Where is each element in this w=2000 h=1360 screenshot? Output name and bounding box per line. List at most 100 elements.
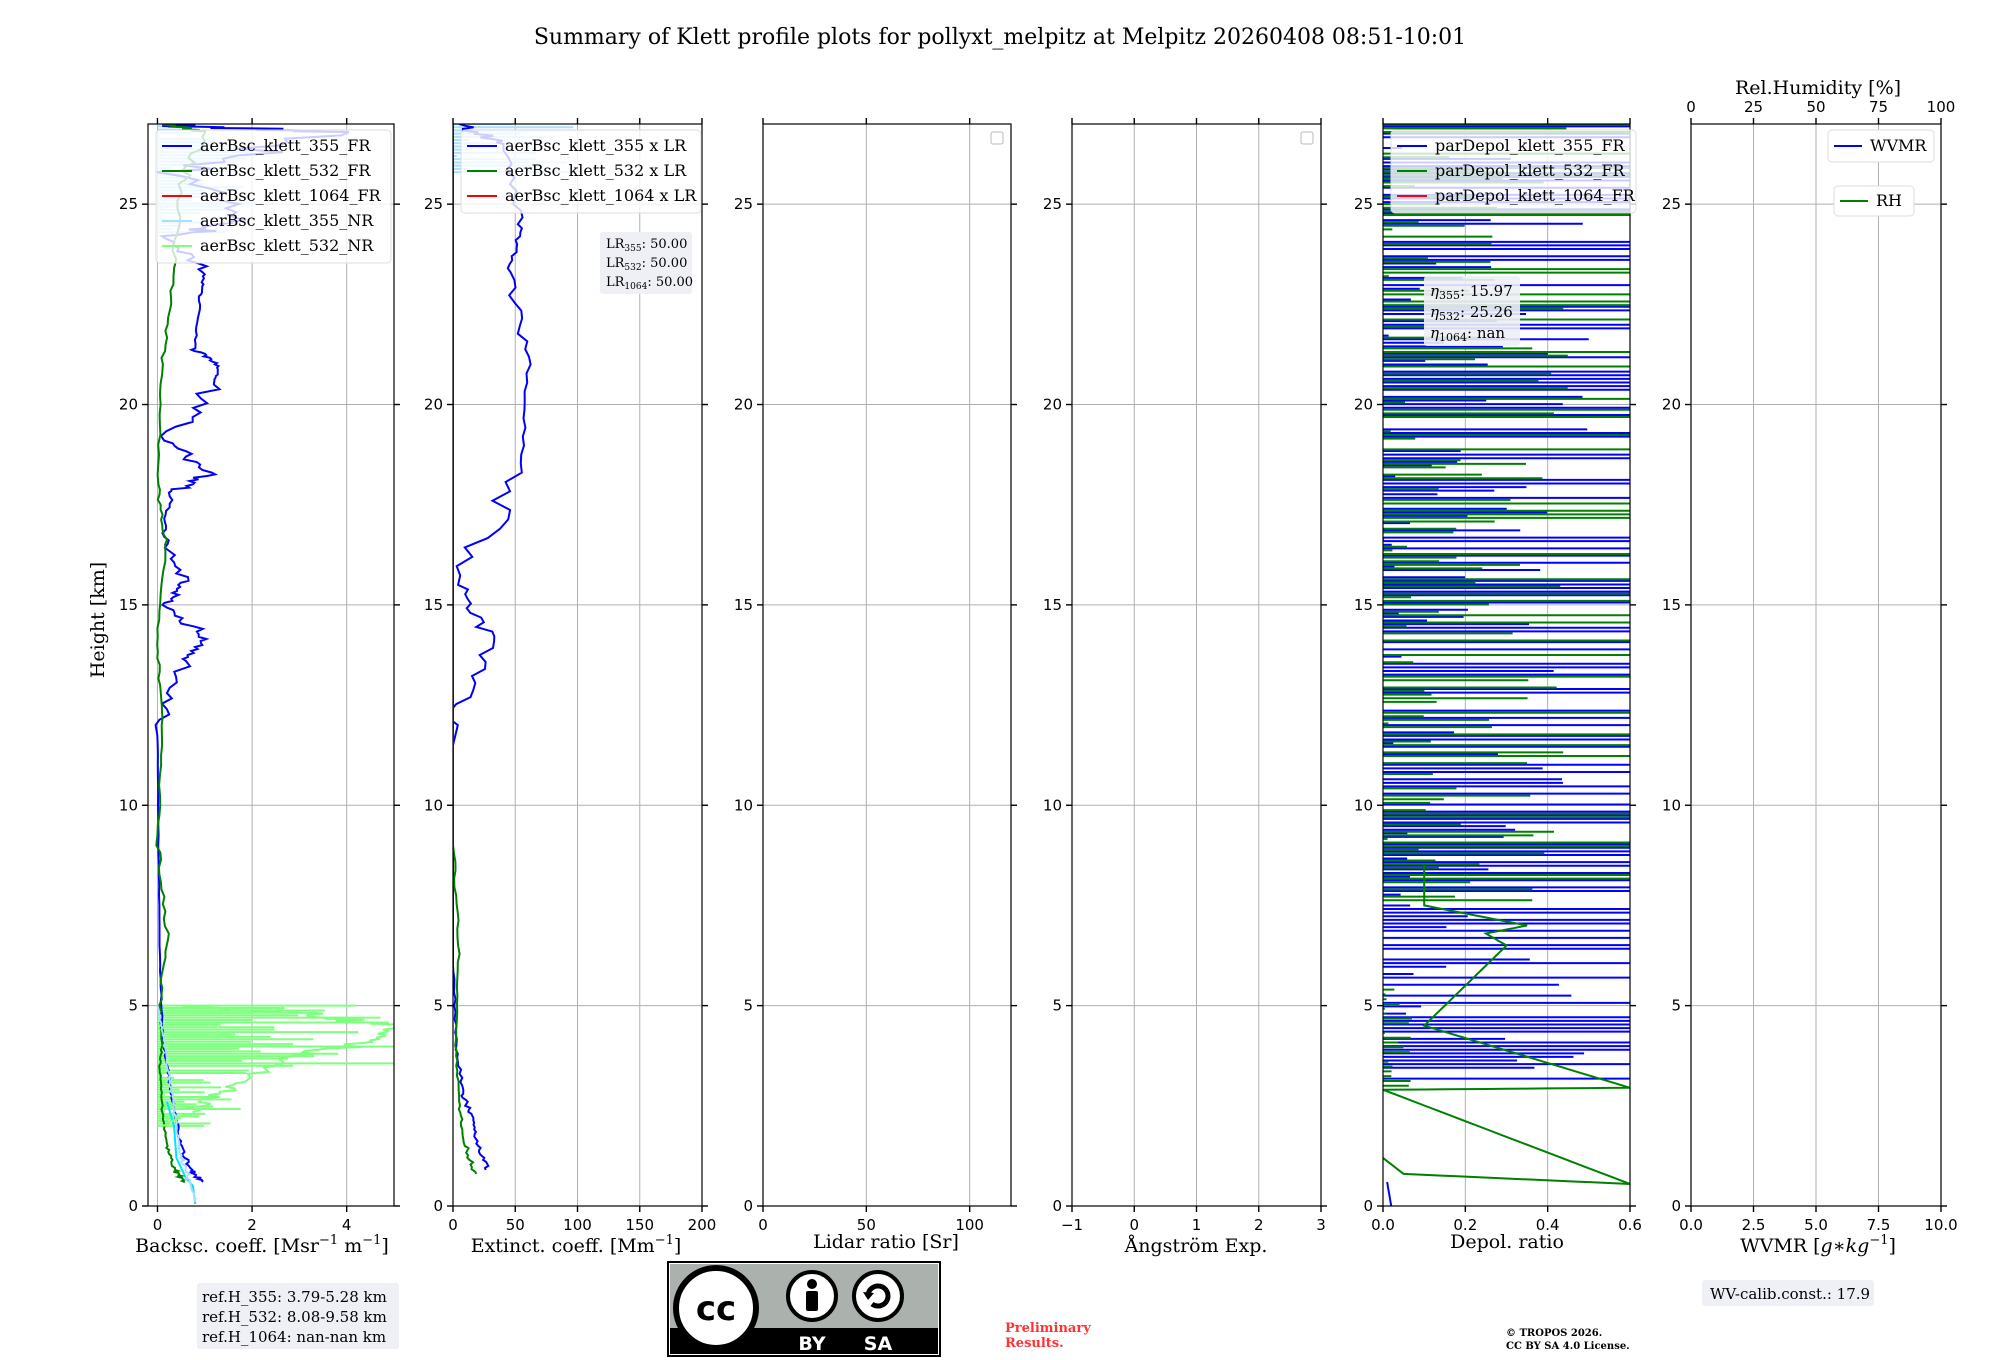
lidar-ratio-box — [600, 232, 692, 294]
xtick-label: 3 — [1316, 1216, 1326, 1234]
xlabel-wvmr: WVMR [g∗kg−1] — [1740, 1233, 1896, 1257]
ytick-label: 25 — [1043, 195, 1062, 213]
ytick-label: 20 — [1043, 396, 1062, 414]
ytick-label: 20 — [1662, 396, 1681, 414]
plot-area — [453, 124, 584, 1175]
eta-value: η1064: nan — [1430, 324, 1505, 344]
wv-calib-box: WV-calib.const.: 17.9 — [1702, 1280, 1874, 1306]
lidar-ratio-value: LR355: 50.00 — [606, 237, 687, 254]
legend-box — [155, 129, 392, 264]
ytick-label: 10 — [734, 796, 753, 814]
legend-label: aerBsc_klett_355 x LR — [505, 136, 687, 155]
legend-box-rh — [1833, 185, 1915, 217]
series-parDepol_klett_532_FR — [1383, 865, 1630, 1185]
xlabel-lidar-ratio: Lidar ratio [Sr] — [813, 1231, 959, 1253]
legend-label: aerBsc_klett_355_NR — [200, 211, 374, 230]
xtick-label: 7.5 — [1867, 1216, 1891, 1234]
ytick-label: 10 — [1662, 796, 1681, 814]
xtick-label: 150 — [625, 1216, 654, 1234]
ytick-label: 5 — [433, 997, 443, 1015]
ytick-label: 5 — [1671, 997, 1681, 1015]
ytick-label: 5 — [1052, 997, 1062, 1015]
ytick-label: 0 — [1052, 1197, 1062, 1215]
xlabel-angstrom: Ångström Exp. — [1124, 1235, 1268, 1257]
legend-label: parDepol_klett_1064_FR — [1435, 186, 1636, 205]
xtick-label: 0 — [1129, 1216, 1139, 1234]
ytick-label: 15 — [734, 596, 753, 614]
legend-label: RH — [1876, 191, 1902, 210]
xtick-label: 0.0 — [1371, 1216, 1395, 1234]
series-aerBsc_klett_532_FR — [155, 124, 207, 1183]
ytick-label: 15 — [119, 596, 138, 614]
axes-frame — [147, 123, 395, 1207]
ytick-label: 5 — [1363, 997, 1373, 1015]
xlabel-extinction: Extinct. coeff. [Mm−1] — [471, 1233, 682, 1257]
ytick-label: 25 — [424, 195, 443, 213]
cc-by-sa-badge: cc BY SA — [667, 1261, 941, 1357]
legend-label: parDepol_klett_355_FR — [1435, 136, 1626, 155]
ytick-label: 10 — [424, 796, 443, 814]
top-xtick-label: 25 — [1744, 98, 1763, 116]
series-aerBsc_klett_532_NR — [162, 1004, 394, 1127]
xtick-label: 1 — [1192, 1216, 1202, 1234]
sa-label: SA — [864, 1333, 893, 1355]
xtick-label: 0.0 — [1679, 1216, 1703, 1234]
eta-box — [1424, 276, 1520, 346]
xtick-label: 5.0 — [1804, 1216, 1828, 1234]
ytick-label: 25 — [1354, 195, 1373, 213]
series-aerBsc_klett_355_NR — [156, 1005, 197, 1203]
xtick-label: 100 — [563, 1216, 592, 1234]
height-axis-label: Height [km] — [87, 562, 109, 678]
plot-area — [154, 124, 394, 1205]
preliminary-line2: Results. — [1005, 1336, 1064, 1351]
ytick-label: 25 — [734, 195, 753, 213]
empty-legend-box — [990, 131, 1004, 145]
xtick-label: 50 — [506, 1216, 525, 1234]
ref-heights-box: ref.H_355: 3.79-5.28 km ref.H_532: 8.08-… — [197, 1283, 399, 1349]
xtick-label: 200 — [688, 1216, 717, 1234]
sa-share-icon — [852, 1270, 904, 1322]
lidar-ratio-value: LR532: 50.00 — [606, 256, 687, 273]
legend-box — [460, 129, 702, 214]
series-parDepol_klett_355_FR — [1386, 1181, 1393, 1206]
ytick-label: 0 — [743, 1197, 753, 1215]
legend-label: aerBsc_klett_532_FR — [200, 161, 371, 180]
panel-backscatter: 0 5 10 15 20 25 0 2 4 aerBsc_klett_355_FR aerBsc_k… — [119, 118, 400, 1234]
xtick-label: 2 — [247, 1216, 257, 1234]
xtick-label: 100 — [955, 1216, 984, 1234]
xlabel-backscatter: Backsc. coeff. [Msr−1 m−1] — [135, 1233, 389, 1257]
ytick-label: 0 — [433, 1197, 443, 1215]
ytick-label: 0 — [1363, 1197, 1373, 1215]
legend-box-wvmr — [1827, 129, 1935, 163]
ytick-label: 10 — [1043, 796, 1062, 814]
ytick-label: 0 — [128, 1197, 138, 1215]
ytick-label: 0 — [1671, 1197, 1681, 1215]
xtick-label: 4 — [342, 1216, 352, 1234]
by-label: BY — [798, 1333, 825, 1355]
legend-label: WVMR — [1870, 136, 1927, 155]
top-xtick-label: 75 — [1869, 98, 1888, 116]
ytick-label: 20 — [734, 396, 753, 414]
xtick-label: 2.5 — [1742, 1216, 1766, 1234]
cc-logo-text: cc — [696, 1289, 736, 1329]
panel-wvmr: 0 5 10 15 20 25 0.0 2.5 5.0 7.5 10.0 0 25 50 75 100 WVMR… — [1662, 98, 1958, 1234]
xtick-label: 0 — [153, 1216, 163, 1234]
ytick-label: 15 — [1043, 596, 1062, 614]
xtick-label: 0.2 — [1453, 1216, 1477, 1234]
xtick-label: 0 — [758, 1216, 768, 1234]
ytick-label: 15 — [424, 596, 443, 614]
ref-height-355: ref.H_355: 3.79-5.28 km — [202, 1288, 387, 1306]
series-aerBsc_klett_355 x LR — [453, 124, 532, 1171]
eta-value: η532: 25.26 — [1430, 303, 1513, 323]
empty-legend-box — [1300, 131, 1314, 145]
ytick-label: 15 — [1662, 596, 1681, 614]
legend-label: parDepol_klett_532_FR — [1435, 161, 1626, 180]
cc-logo-icon — [673, 1265, 759, 1351]
ytick-label: 5 — [743, 997, 753, 1015]
xlabel-depol: Depol. ratio — [1450, 1231, 1564, 1253]
top-xlabel-rh: Rel.Humidity [%] — [1735, 77, 1901, 99]
cyan-profile — [165, 1101, 197, 1205]
xtick-label: 0 — [448, 1216, 458, 1234]
